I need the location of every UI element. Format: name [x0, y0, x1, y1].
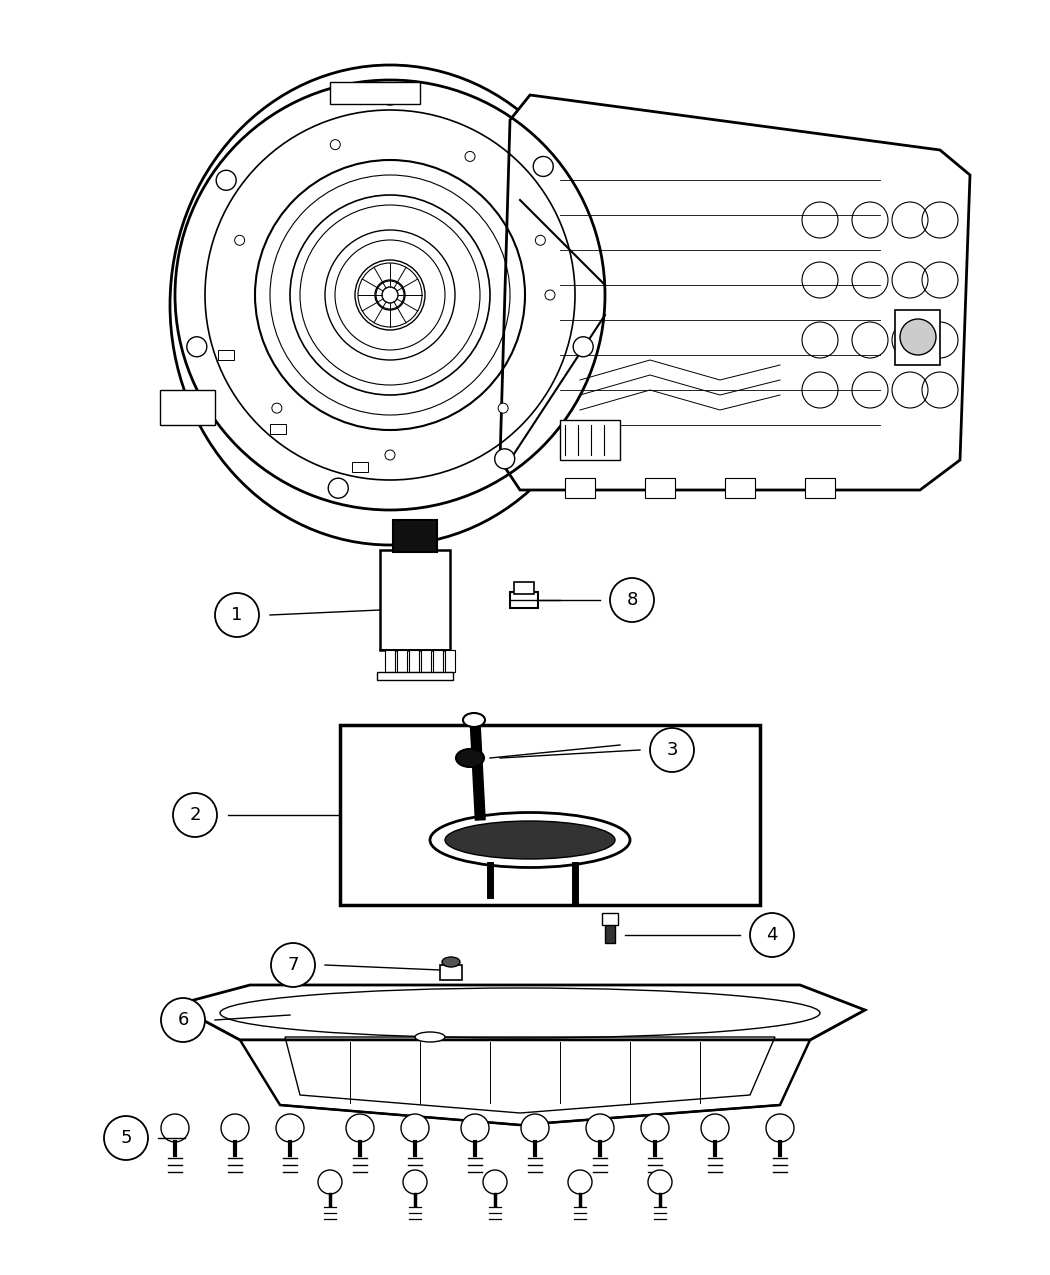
Bar [433, 650, 443, 672]
Circle shape [161, 1114, 189, 1142]
Circle shape [900, 319, 936, 354]
Bar [510, 592, 538, 608]
Bar [410, 650, 419, 672]
Ellipse shape [442, 958, 460, 966]
Text: 5: 5 [121, 1128, 131, 1148]
Circle shape [766, 1114, 794, 1142]
Circle shape [403, 1170, 427, 1193]
Circle shape [545, 289, 555, 300]
Bar [393, 520, 437, 552]
Circle shape [536, 236, 545, 245]
Circle shape [701, 1114, 729, 1142]
Circle shape [750, 913, 794, 958]
Circle shape [380, 85, 400, 105]
Polygon shape [240, 1040, 810, 1125]
Circle shape [276, 1114, 304, 1142]
Bar [270, 425, 286, 434]
Bar [421, 650, 430, 672]
Circle shape [461, 1114, 489, 1142]
Bar [514, 581, 534, 594]
Circle shape [234, 236, 245, 245]
Text: 8: 8 [626, 592, 637, 609]
Bar [602, 913, 618, 924]
Circle shape [272, 403, 281, 413]
Circle shape [495, 449, 514, 469]
Circle shape [650, 728, 694, 771]
Bar [380, 550, 450, 650]
Circle shape [382, 287, 398, 303]
Circle shape [573, 337, 593, 357]
Circle shape [329, 478, 349, 499]
Bar [340, 725, 760, 905]
Ellipse shape [415, 1031, 445, 1042]
Circle shape [498, 403, 508, 413]
Bar [440, 965, 462, 980]
Circle shape [220, 1114, 249, 1142]
Circle shape [648, 1170, 672, 1193]
Circle shape [610, 578, 654, 622]
Bar [385, 650, 395, 672]
Text: 3: 3 [667, 741, 677, 759]
Circle shape [215, 593, 259, 638]
Circle shape [533, 157, 553, 176]
Bar [352, 463, 367, 472]
Bar [217, 349, 233, 360]
Ellipse shape [463, 713, 485, 727]
Bar [160, 390, 215, 425]
Polygon shape [500, 96, 970, 490]
Ellipse shape [430, 812, 630, 867]
Circle shape [173, 793, 217, 836]
Circle shape [187, 337, 207, 357]
Circle shape [483, 1170, 507, 1193]
Ellipse shape [445, 821, 615, 859]
Text: 7: 7 [288, 956, 299, 974]
Circle shape [640, 1114, 669, 1142]
Bar [805, 478, 835, 499]
Text: 4: 4 [766, 926, 778, 944]
Circle shape [104, 1116, 148, 1160]
Bar [560, 419, 619, 460]
Bar [565, 478, 595, 499]
Circle shape [216, 171, 236, 190]
Bar [645, 478, 675, 499]
Circle shape [271, 944, 315, 987]
Bar [377, 672, 453, 680]
Ellipse shape [456, 748, 484, 768]
Circle shape [568, 1170, 592, 1193]
Bar [397, 650, 407, 672]
Circle shape [346, 1114, 374, 1142]
Polygon shape [175, 986, 865, 1040]
Bar [895, 310, 940, 365]
Bar [724, 478, 755, 499]
Bar [445, 650, 455, 672]
Circle shape [401, 1114, 429, 1142]
Circle shape [161, 998, 205, 1042]
Bar [605, 923, 615, 944]
Bar [330, 82, 420, 105]
Text: 1: 1 [231, 606, 243, 623]
Circle shape [331, 140, 340, 149]
Circle shape [521, 1114, 549, 1142]
Text: 6: 6 [177, 1011, 189, 1029]
Circle shape [385, 450, 395, 460]
Text: 2: 2 [189, 806, 201, 824]
Circle shape [465, 152, 475, 162]
Circle shape [318, 1170, 342, 1193]
Circle shape [586, 1114, 614, 1142]
